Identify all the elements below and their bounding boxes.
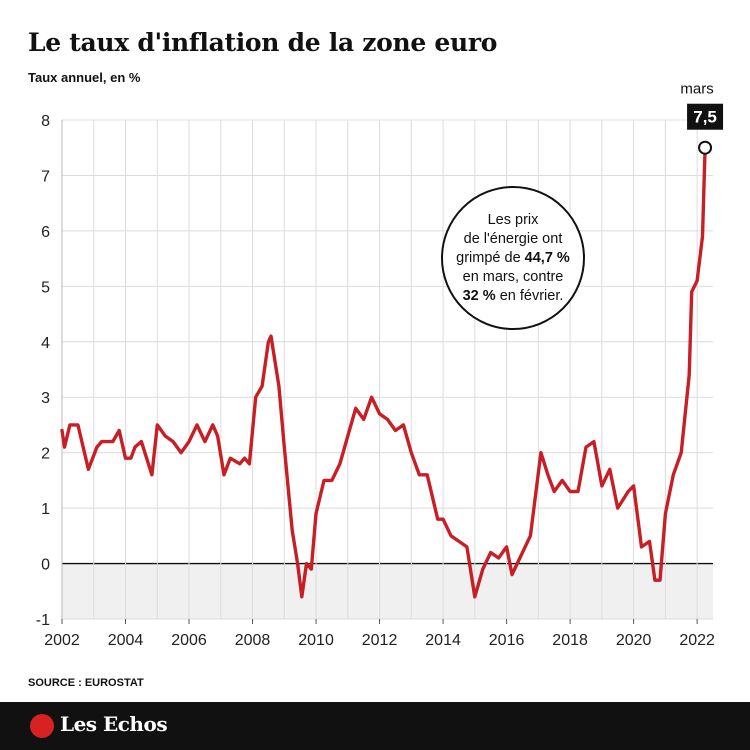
last-point-month-label: mars <box>680 81 713 98</box>
callout-energy-march-value: 44,7 % <box>524 249 570 266</box>
last-point-marker <box>698 140 713 155</box>
y-tick-label: 2 <box>41 446 50 463</box>
negative-zone-band <box>62 563 713 619</box>
y-tick-label: 5 <box>41 279 50 296</box>
les-echos-logo-icon <box>30 714 54 738</box>
x-tick-label: 2006 <box>171 632 207 649</box>
callout-line-1: Les prix <box>487 211 539 228</box>
x-tick-label: 2022 <box>679 632 715 649</box>
x-tick-label: 2002 <box>44 632 80 649</box>
callout-line-4: en mars, contre <box>462 268 564 285</box>
callout-text: Les prix de l'énergie ont grimpé de 44,7… <box>448 211 578 306</box>
inflation-series-line <box>60 146 707 599</box>
callout-line-2: de l'énergie ont <box>463 230 563 247</box>
brand-name: Les Echos <box>60 712 168 736</box>
x-tick-label: 2018 <box>552 632 588 649</box>
source-note: SOURCE : EUROSTAT <box>28 677 144 689</box>
x-tick-label: 2012 <box>362 632 398 649</box>
y-tick-label: 3 <box>41 390 50 407</box>
energy-price-callout: Les prix de l'énergie ont grimpé de 44,7… <box>441 186 585 330</box>
inflation-line-chart: -1 0 1 2 3 4 5 6 7 8 2002 2004 2006 2008 2010 2012 2014 2… <box>36 81 724 649</box>
y-tick-label: 4 <box>41 335 50 352</box>
chart-subtitle: Taux annuel, en % <box>28 70 141 85</box>
callout-line-5-suffix: en février. <box>495 287 564 304</box>
x-tick-label: 2016 <box>489 632 525 649</box>
y-tick-label: 6 <box>41 224 50 241</box>
x-tick-label: 2020 <box>616 632 652 649</box>
y-tick-label: 0 <box>41 557 50 574</box>
x-tick-label: 2008 <box>235 632 271 649</box>
y-tick-label: 8 <box>41 113 50 130</box>
callout-energy-february-value: 32 % <box>462 287 496 304</box>
footer-bar: Les Echos <box>0 702 750 750</box>
y-tick-label: 7 <box>41 168 50 185</box>
last-point-value-label: 7,5 <box>693 108 717 127</box>
x-tick-label: 2014 <box>425 632 461 649</box>
x-tick-label: 2010 <box>298 632 334 649</box>
callout-line-3-prefix: grimpé de <box>456 249 525 266</box>
x-tick-label: 2004 <box>108 632 144 649</box>
last-point-value-box <box>687 103 724 130</box>
y-tick-label: -1 <box>36 612 50 629</box>
chart-title: Le taux d'inflation de la zone euro <box>28 28 498 57</box>
y-tick-label: 1 <box>41 501 50 518</box>
